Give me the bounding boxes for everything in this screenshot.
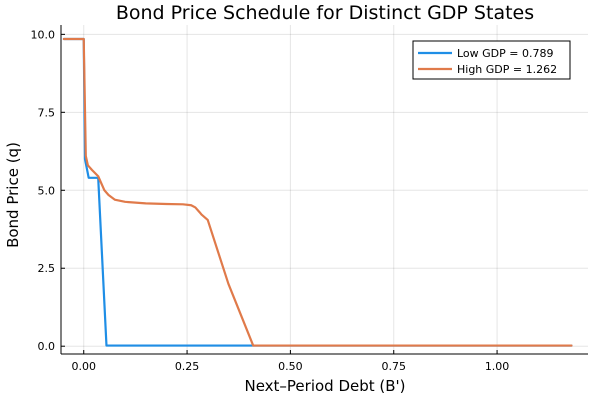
legend: Low GDP = 0.789 High GDP = 1.262 xyxy=(412,40,571,80)
legend-label: High GDP = 1.262 xyxy=(457,63,557,76)
x-axis-label: Next–Period Debt (B') xyxy=(244,377,405,395)
y-tick-label: 5.0 xyxy=(38,184,56,197)
y-tick-label: 7.5 xyxy=(38,106,56,119)
y-tick-label: 10.0 xyxy=(31,28,56,41)
legend-label: Low GDP = 0.789 xyxy=(457,47,554,60)
series-line-high-gdp xyxy=(62,37,573,347)
legend-box xyxy=(412,40,571,80)
axes-layer xyxy=(60,25,588,355)
y-tick-label: 0.0 xyxy=(38,340,56,353)
x-tick-label: 0.25 xyxy=(175,360,200,373)
ticks-layer: 0.00 0.25 0.50 0.75 1.00 0.0 2.5 5.0 7.5 10.0 xyxy=(31,28,510,373)
y-tick-label: 2.5 xyxy=(38,262,56,275)
series-layer xyxy=(62,37,573,347)
x-tick-label: 0.00 xyxy=(71,360,96,373)
series-line-low-gdp xyxy=(62,37,573,347)
y-axis-label: Bond Price (q) xyxy=(4,142,22,248)
x-tick-label: 0.75 xyxy=(381,360,406,373)
chart-title: Bond Price Schedule for Distinct GDP Sta… xyxy=(116,2,534,24)
x-tick-label: 1.00 xyxy=(485,360,510,373)
x-tick-label: 0.50 xyxy=(278,360,303,373)
